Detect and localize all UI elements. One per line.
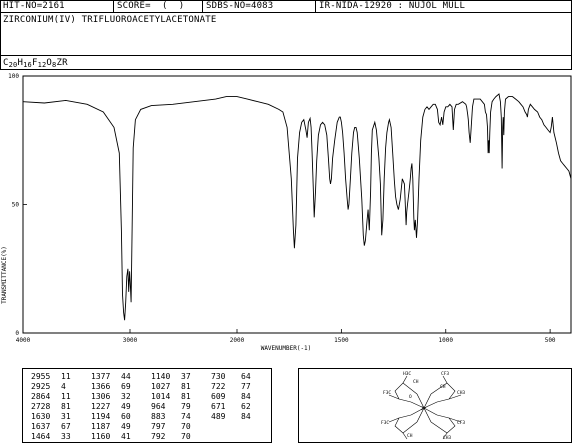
peak-transmittance: 84 (241, 412, 251, 421)
peak-transmittance: 49 (121, 402, 131, 411)
peak-wavenumber: 1027 (151, 382, 170, 391)
structure-atom-label: CF3 (441, 371, 449, 377)
peak-wavenumber: 2728 (31, 402, 50, 411)
peak-wavenumber: 797 (151, 422, 165, 431)
peak-table: 2955 11 2925 4 2864 11 2728 81 1630 31 1637 67 1464 3… (22, 368, 272, 443)
peak-transmittance: 74 (181, 412, 191, 421)
peak-transmittance: 70 (181, 432, 191, 441)
y-tick-label: 100 (8, 73, 19, 80)
y-axis-label: TRANSMITTANCE(%) (1, 246, 8, 304)
peak-transmittance: 81 (181, 382, 191, 391)
peak-wavenumber: 964 (151, 402, 165, 411)
compound-name: ZIRCONIUM(IV) TRIFLUOROACETYLACETONATE (3, 15, 217, 25)
peak-transmittance: 81 (181, 392, 191, 401)
structure-atom-label: CH (440, 384, 446, 390)
peak-wavenumber: 1187 (91, 422, 110, 431)
structure-atom-label: Zr (421, 406, 427, 412)
peak-transmittance: 67 (61, 422, 71, 431)
peak-wavenumber: 730 (211, 372, 225, 381)
peak-wavenumber: 2955 (31, 372, 50, 381)
peak-transmittance: 60 (121, 412, 131, 421)
formula-subscript: 16 (23, 61, 32, 69)
peak-transmittance: 41 (121, 432, 131, 441)
structure-atom-label: F3C (381, 420, 389, 426)
peak-transmittance: 11 (61, 392, 71, 401)
structure-atom-label: H3C (403, 371, 411, 377)
structure-atom-label: O (409, 394, 412, 400)
structure-box: H3C CH CF3 F3C O Zr CH3 CH CF3 F3C CH CH3 (298, 368, 572, 443)
structure-atom-label: F3C (383, 390, 391, 396)
peak-wavenumber: 1014 (151, 392, 170, 401)
peak-wavenumber: 2864 (31, 392, 50, 401)
sdbs-text: SDBS-NO=4083 (206, 1, 273, 11)
peak-transmittance: 84 (241, 392, 251, 401)
peak-wavenumber: 1160 (91, 432, 110, 441)
peak-transmittance: 64 (241, 372, 251, 381)
molecular-formula: C20H16F12O8ZR (3, 58, 68, 70)
peak-wavenumber: 1366 (91, 382, 110, 391)
peak-transmittance: 70 (181, 422, 191, 431)
peak-wavenumber: 792 (151, 432, 165, 441)
peak-wavenumber: 883 (151, 412, 165, 421)
structure-atom-label: CH (407, 433, 413, 439)
peak-transmittance: 69 (121, 382, 131, 391)
structure-atom-label: CH (413, 379, 419, 385)
peak-wavenumber: 671 (211, 402, 225, 411)
x-tick-label: 500 (545, 337, 556, 344)
peak-transmittance: 4 (61, 382, 66, 391)
peak-wavenumber: 489 (211, 412, 225, 421)
peak-transmittance: 79 (181, 402, 191, 411)
x-tick-label: 2000 (230, 337, 245, 344)
peak-transmittance: 11 (61, 372, 71, 381)
peak-transmittance: 44 (121, 372, 131, 381)
peak-wavenumber: 1637 (31, 422, 50, 431)
hit-no-text: HIT-NO=2161 (3, 1, 65, 11)
x-axis-label: WAVENUMBER(-1) (261, 345, 312, 352)
score-text: SCORE= ( ) (117, 1, 184, 11)
peak-transmittance: 37 (181, 372, 191, 381)
peak-wavenumber: 1630 (31, 412, 50, 421)
x-tick-label: 4000 (16, 337, 31, 344)
peak-wavenumber: 1194 (91, 412, 110, 421)
x-tick-label: 3000 (123, 337, 138, 344)
peak-wavenumber: 1377 (91, 372, 110, 381)
formula-box (0, 55, 572, 70)
peak-wavenumber: 722 (211, 382, 225, 391)
peak-wavenumber: 1140 (151, 372, 170, 381)
peak-wavenumber: 1227 (91, 402, 110, 411)
y-tick-label: 50 (12, 202, 20, 209)
peak-wavenumber: 1306 (91, 392, 110, 401)
x-tick-label: 1000 (439, 337, 454, 344)
peak-transmittance: 31 (61, 412, 71, 421)
spectrum-line (23, 94, 571, 320)
peak-transmittance: 32 (121, 392, 131, 401)
structure-atom-label: CH3 (443, 435, 451, 441)
peak-transmittance: 33 (61, 432, 71, 441)
x-tick-label: 1500 (334, 337, 349, 344)
ir-info-text: IR-NIDA-12920 : NUJOL MULL (319, 1, 465, 11)
peak-wavenumber: 1464 (31, 432, 50, 441)
peak-transmittance: 81 (61, 402, 71, 411)
peak-transmittance: 77 (241, 382, 251, 391)
y-tick-label: 0 (15, 330, 19, 337)
peak-transmittance: 62 (241, 402, 251, 411)
peak-wavenumber: 2925 (31, 382, 50, 391)
structure-atom-label: CF3 (457, 420, 465, 426)
peak-transmittance: 49 (121, 422, 131, 431)
peak-wavenumber: 609 (211, 392, 225, 401)
formula-element: ZR (56, 58, 67, 68)
structure-atom-label: CH3 (457, 390, 465, 396)
